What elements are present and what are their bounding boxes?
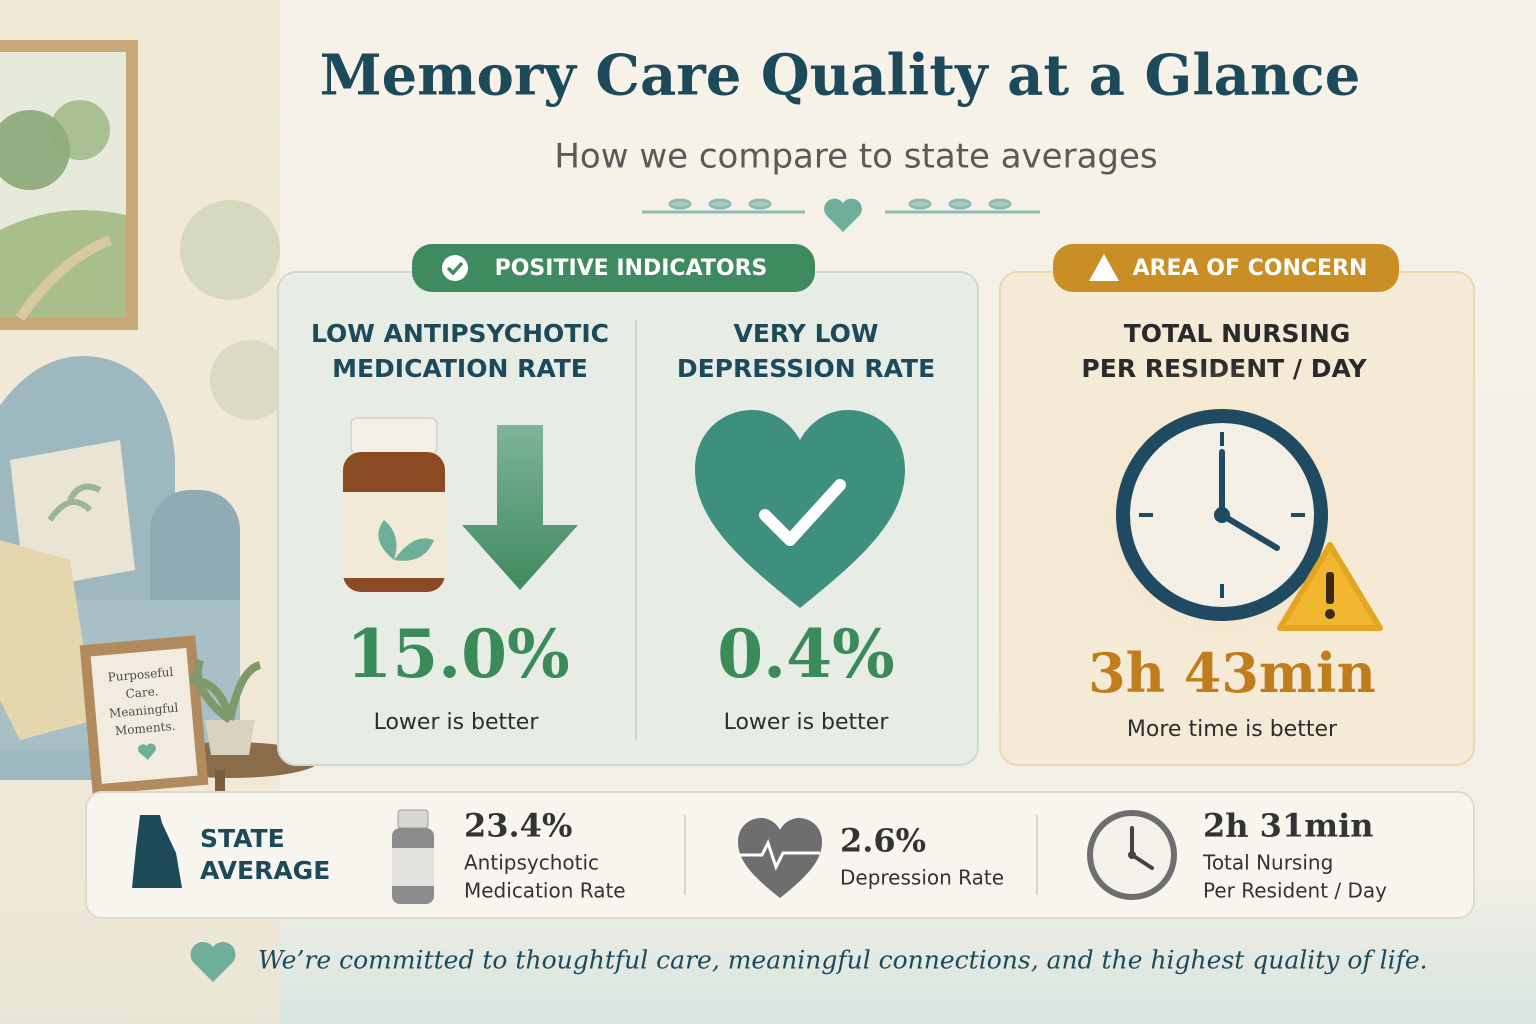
badge-text: POSITIVE INDICATORS: [495, 256, 768, 281]
state-metric-label: Medication Rate: [464, 879, 626, 903]
state-label: STATE: [200, 824, 285, 853]
heart-pulse-icon: [738, 818, 822, 898]
state-shape-icon: [132, 815, 182, 888]
state-metric-label: Per Resident / Day: [1203, 879, 1387, 903]
metric-title: MEDICATION RATE: [332, 354, 588, 383]
footer-heart-icon: [190, 942, 236, 982]
clock-icon: [1116, 409, 1328, 621]
heart-check-icon: [695, 410, 905, 608]
state-metric-label: Depression Rate: [840, 866, 1004, 890]
metric-note: More time is better: [1127, 717, 1338, 742]
throw-blanket: [0, 540, 95, 740]
positive-badge: [412, 244, 815, 292]
concern-badge: [1053, 244, 1399, 292]
badge-text: AREA OF CONCERN: [1133, 256, 1368, 281]
state-value: 2.6%: [840, 822, 926, 860]
medication-bottle-icon: [343, 417, 445, 592]
footer-text: We’re committed to thoughtful care, mean…: [258, 946, 1428, 975]
small-clock-icon: [1087, 810, 1177, 900]
state-value: 2h 31min: [1203, 807, 1373, 845]
warning-icon: [1277, 542, 1383, 631]
sign-text: Purposeful: [107, 665, 174, 685]
metric-title: VERY LOW: [734, 319, 879, 348]
state-metric-label: Antipsychotic: [464, 851, 599, 875]
metric-title: TOTAL NURSING: [1124, 319, 1351, 348]
ornament: [642, 198, 1040, 232]
metric-value: 0.4%: [717, 615, 895, 693]
plant-pot: [205, 720, 255, 755]
bottle-icon: [392, 809, 434, 904]
title: Memory Care Quality at a Glance: [320, 43, 1361, 109]
metric-title: DEPRESSION RATE: [677, 354, 935, 383]
sign-text: Moments.: [114, 719, 176, 738]
sign-text: Meaningful: [108, 700, 179, 720]
state-value: 23.4%: [464, 807, 572, 845]
sign-text: Care.: [125, 684, 159, 701]
metric-title: LOW ANTIPSYCHOTIC: [311, 319, 609, 348]
state-metric-label: Total Nursing: [1202, 851, 1333, 875]
metric-value: 3h 43min: [1088, 641, 1376, 705]
down-arrow-icon: [462, 425, 578, 590]
subtitle: How we compare to state averages: [554, 137, 1157, 177]
metric-note: Lower is better: [724, 710, 890, 735]
room-illustration: Purposeful Care. Meaningful Moments.: [0, 0, 320, 1024]
metric-value: 15.0%: [346, 615, 569, 693]
metric-note: Lower is better: [374, 710, 540, 735]
state-label: AVERAGE: [200, 856, 330, 885]
